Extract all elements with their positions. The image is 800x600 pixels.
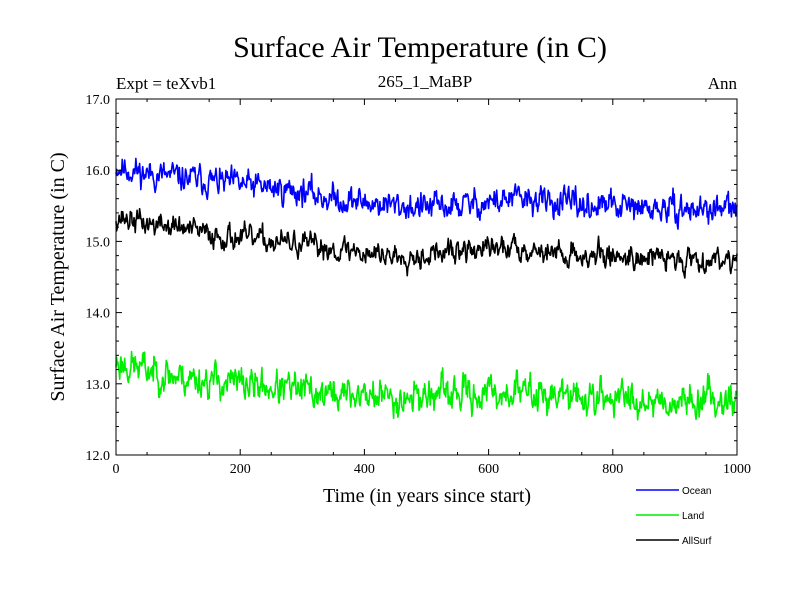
experiment-label: Expt = teXvb1 (116, 74, 216, 93)
x-tick-label: 200 (230, 462, 251, 477)
legend: Ocean Land AllSurf (636, 486, 712, 547)
axes: 0 200 400 600 800 1000 12.0 13.0 14.0 15.0 16.0 17.… (86, 93, 752, 477)
y-axis-label: Surface Air Temperature (in C) (47, 152, 69, 401)
plot-lines (115, 157, 738, 421)
y-tick-label: 17.0 (86, 93, 111, 108)
y-tick-label: 16.0 (86, 164, 111, 179)
x-tick-label: 0 (113, 462, 120, 477)
y-tick-label: 14.0 (86, 307, 111, 322)
y-tick-label: 13.0 (86, 378, 111, 393)
x-tick-label: 800 (602, 462, 623, 477)
x-tick-label: 400 (354, 462, 375, 477)
y-tick-label: 12.0 (86, 449, 111, 464)
x-tick-label: 600 (478, 462, 499, 477)
series-line-ocean (115, 157, 738, 230)
legend-label-ocean: Ocean (682, 486, 711, 497)
season-label: Ann (708, 74, 738, 93)
series-line-allsurf (115, 207, 738, 279)
legend-label-land: Land (682, 511, 704, 522)
period-label: 265_1_MaBP (378, 72, 472, 91)
legend-label-allsurf: AllSurf (682, 536, 712, 547)
x-axis-label: Time (in years since start) (323, 485, 531, 507)
plot-frame (115, 98, 738, 456)
y-tick-label: 15.0 (86, 235, 111, 250)
series-line-land (115, 350, 738, 421)
chart-title: Surface Air Temperature (in C) (233, 31, 607, 64)
x-tick-label: 1000 (723, 462, 751, 477)
